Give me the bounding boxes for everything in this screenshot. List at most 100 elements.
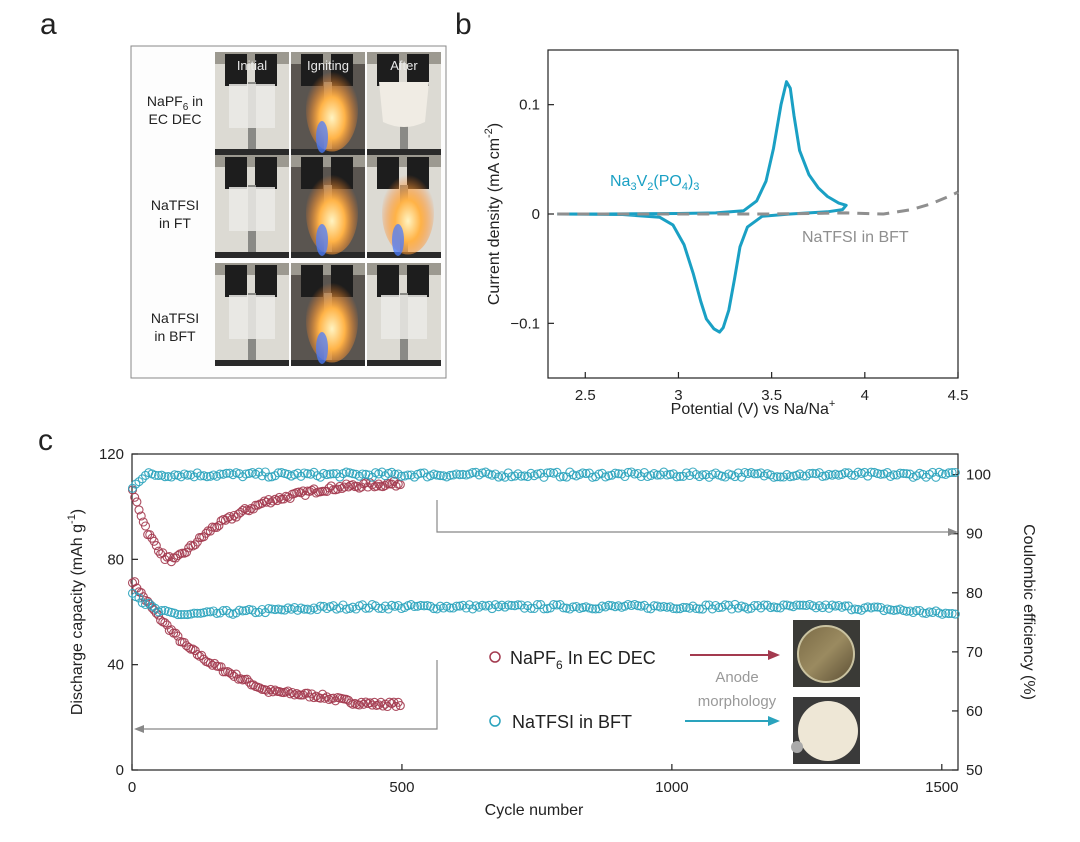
data-point — [302, 469, 313, 479]
data-point — [151, 608, 161, 618]
data-point — [346, 698, 356, 708]
data-point — [779, 600, 789, 610]
data-point — [261, 685, 271, 695]
data-point — [633, 468, 643, 479]
data-point — [558, 471, 568, 481]
data-point — [235, 674, 246, 684]
data-point — [545, 467, 555, 478]
data-point — [183, 610, 193, 620]
data-point — [356, 697, 366, 707]
data-point — [665, 469, 675, 479]
data-point — [156, 615, 166, 625]
data-point — [672, 472, 682, 482]
data-point — [267, 604, 277, 614]
data-point — [289, 603, 300, 613]
c-ytick-left-label: 40 — [107, 657, 124, 674]
data-point — [134, 505, 144, 515]
data-point — [950, 467, 960, 478]
photo-r2-igniting — [291, 155, 365, 258]
data-point — [539, 604, 549, 614]
data-point — [772, 472, 782, 482]
series-label-natfsi-bft-b: NaTFSI in BFT — [802, 229, 909, 246]
data-point — [127, 578, 138, 588]
c-ytick-right-label: 50 — [966, 762, 983, 779]
panel-c-xlabel: Cycle number — [485, 802, 584, 819]
data-point — [134, 477, 144, 487]
data-point — [918, 608, 928, 618]
data-point — [889, 470, 899, 480]
data-point — [749, 469, 760, 479]
data-point — [221, 605, 232, 615]
c-xtick-label: 500 — [389, 779, 414, 796]
data-point — [451, 601, 462, 611]
data-point — [196, 471, 206, 481]
panel-a-row-label-2: NaTFSI in FT — [151, 197, 199, 231]
data-point — [160, 472, 170, 482]
data-point — [840, 468, 850, 478]
data-point — [380, 601, 390, 611]
data-point — [225, 511, 235, 522]
data-point — [190, 540, 200, 550]
data-point — [435, 471, 445, 481]
data-point — [451, 469, 462, 479]
data-point — [817, 471, 828, 481]
data-point — [432, 470, 442, 480]
data-point — [341, 467, 351, 477]
data-point — [210, 522, 220, 532]
c-ytick-left-label: 120 — [99, 446, 124, 463]
data-point — [795, 600, 805, 610]
data-point — [274, 492, 284, 502]
data-point — [655, 470, 666, 480]
data-point — [261, 497, 271, 507]
data-point — [214, 521, 224, 531]
data-point — [176, 472, 186, 482]
data-point — [377, 603, 387, 614]
data-point — [212, 522, 222, 532]
data-point — [542, 468, 552, 478]
panel-a-row-label-3: NaTFSI in BFT — [151, 310, 199, 344]
svg-text:EC DEC: EC DEC — [149, 111, 202, 127]
data-point — [766, 470, 776, 480]
data-point — [516, 471, 526, 481]
data-point — [390, 469, 400, 479]
data-point — [568, 602, 578, 612]
annotation-anode: Anode — [715, 669, 758, 686]
data-point — [324, 483, 334, 493]
data-point — [241, 469, 251, 479]
data-point — [756, 468, 766, 478]
data-point — [268, 687, 278, 697]
c-xtick-label: 1000 — [655, 779, 688, 796]
data-point — [523, 472, 533, 482]
data-point — [374, 603, 384, 613]
data-point — [218, 606, 228, 616]
data-point — [409, 472, 419, 482]
data-point — [341, 479, 351, 489]
cv-curve-nvp — [557, 80, 848, 334]
data-point — [876, 602, 886, 613]
data-point — [247, 605, 257, 615]
data-point — [610, 468, 620, 478]
panel-b-ticks: 2.5 3 3.5 4 4.5 0.1 0 −0.1 — [510, 97, 968, 404]
data-point — [668, 603, 679, 614]
data-point — [132, 497, 142, 507]
data-point — [604, 471, 614, 481]
blue-flame — [316, 332, 328, 364]
c-ytick-left-label: 0 — [116, 762, 124, 779]
data-point — [131, 479, 141, 489]
data-point — [140, 470, 151, 480]
data-point — [160, 618, 170, 628]
data-point — [481, 601, 491, 611]
svg-text:NaTFSI: NaTFSI — [151, 197, 199, 213]
data-point — [445, 603, 455, 613]
data-point — [847, 605, 857, 615]
data-point — [633, 601, 643, 611]
col-header-after: After — [390, 58, 418, 73]
b-xtick-label: 4 — [861, 387, 869, 404]
data-point — [396, 471, 406, 481]
data-point — [333, 484, 343, 494]
col-header-initial: Initial — [237, 58, 267, 73]
data-point — [380, 699, 390, 709]
data-point — [532, 600, 542, 610]
data-point — [895, 468, 905, 478]
